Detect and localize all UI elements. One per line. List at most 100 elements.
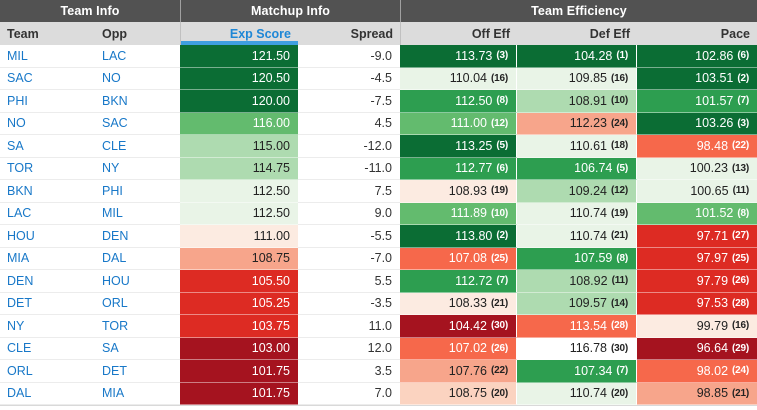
column-header-off-eff[interactable]: Off Eff [400, 22, 517, 45]
off-eff-cell: 113.80 (2) [400, 225, 517, 248]
eff-rank: (30) [491, 320, 508, 332]
team-link[interactable]: ORL [0, 360, 95, 383]
team-link[interactable]: CLE [0, 337, 95, 360]
off-eff-cell: 108.75 (20) [400, 382, 517, 405]
eff-rank: (2) [496, 230, 508, 242]
spread-cell: 7.0 [298, 382, 400, 405]
eff-rank: (20) [611, 387, 628, 399]
eff-value: 109.57 [568, 296, 608, 311]
pace-cell: 98.02 (24) [637, 360, 757, 383]
eff-rank: (11) [732, 185, 750, 197]
eff-rank: (3) [737, 117, 749, 129]
eff-value: 100.65 [690, 183, 729, 198]
team-link[interactable]: MIA [0, 247, 95, 270]
opp-link[interactable]: PHI [95, 180, 180, 203]
team-link[interactable]: MIL [0, 45, 95, 68]
off-eff-cell: 113.25 (5) [400, 135, 517, 158]
team-link[interactable]: BKN [0, 180, 95, 203]
eff-rank: (28) [732, 297, 749, 309]
opp-link[interactable]: TOR [95, 315, 180, 338]
spread-cell: 9.0 [298, 202, 400, 225]
opp-link[interactable]: CLE [95, 135, 180, 158]
eff-rank: (16) [732, 320, 749, 332]
eff-value: 110.74 [569, 386, 608, 401]
eff-rank: (12) [611, 185, 628, 197]
team-link[interactable]: SA [0, 135, 95, 158]
column-header-def-eff[interactable]: Def Eff [517, 22, 637, 45]
team-link[interactable]: DEN [0, 270, 95, 293]
exp-score-cell: 116.00 [180, 112, 298, 135]
spread-cell: 11.0 [298, 315, 400, 338]
eff-rank: (8) [616, 252, 628, 264]
column-header-opp[interactable]: Opp [95, 22, 180, 45]
def-eff-cell: 110.61 (18) [517, 135, 637, 158]
eff-value: 104.42 [448, 318, 488, 333]
off-eff-cell: 107.08 (25) [400, 247, 517, 270]
eff-value: 107.76 [448, 363, 488, 378]
opp-link[interactable]: NO [95, 67, 180, 90]
opp-link[interactable]: DEN [95, 225, 180, 248]
eff-value: 112.77 [455, 161, 493, 176]
group-header-team-efficiency: Team Efficiency [400, 0, 757, 22]
pace-cell: 100.23 (13) [637, 157, 757, 180]
spread-cell: 12.0 [298, 337, 400, 360]
pace-cell: 97.71 (27) [637, 225, 757, 248]
eff-value: 98.02 [696, 363, 729, 378]
opp-link[interactable]: SA [95, 337, 180, 360]
eff-value: 103.26 [695, 116, 734, 131]
team-link[interactable]: NY [0, 315, 95, 338]
team-link[interactable]: TOR [0, 157, 95, 180]
spread-cell: -7.0 [298, 247, 400, 270]
eff-value: 113.73 [455, 48, 493, 63]
team-link[interactable]: SAC [0, 67, 95, 90]
team-link[interactable]: DAL [0, 382, 95, 405]
eff-value: 116.78 [569, 341, 608, 356]
eff-value: 107.08 [448, 251, 488, 266]
off-eff-cell: 104.42 (30) [400, 315, 517, 338]
opp-link[interactable]: BKN [95, 90, 180, 113]
spread-cell: -11.0 [298, 157, 400, 180]
eff-rank: (6) [737, 50, 749, 62]
team-link[interactable]: DET [0, 292, 95, 315]
eff-value: 102.86 [695, 48, 734, 63]
pace-cell: 101.57 (7) [637, 90, 757, 113]
team-link[interactable]: HOU [0, 225, 95, 248]
eff-value: 98.48 [696, 138, 729, 153]
opp-link[interactable]: DET [95, 360, 180, 383]
exp-score-cell: 114.75 [180, 157, 298, 180]
column-header-team[interactable]: Team [0, 22, 95, 45]
off-eff-cell: 111.89 (10) [400, 202, 517, 225]
eff-rank: (25) [491, 252, 508, 264]
pace-cell: 98.48 (22) [637, 135, 757, 158]
def-eff-cell: 107.34 (7) [517, 360, 637, 383]
opp-link[interactable]: MIA [95, 382, 180, 405]
eff-value: 113.25 [455, 138, 493, 153]
team-link[interactable]: PHI [0, 90, 95, 113]
eff-rank: (6) [496, 162, 508, 174]
eff-rank: (20) [491, 387, 508, 399]
eff-value: 109.85 [568, 71, 608, 86]
opp-link[interactable]: HOU [95, 270, 180, 293]
opp-link[interactable]: LAC [95, 45, 180, 68]
def-eff-cell: 112.23 (24) [517, 112, 637, 135]
eff-rank: (7) [737, 95, 749, 107]
opp-link[interactable]: SAC [95, 112, 180, 135]
opp-link[interactable]: MIL [95, 202, 180, 225]
eff-rank: (29) [732, 342, 749, 354]
off-eff-cell: 107.02 (26) [400, 337, 517, 360]
eff-rank: (1) [616, 50, 628, 62]
opp-link[interactable]: DAL [95, 247, 180, 270]
eff-value: 110.61 [569, 138, 608, 153]
eff-value: 110.74 [569, 206, 608, 221]
column-header-spread[interactable]: Spread [298, 22, 400, 45]
def-eff-cell: 113.54 (28) [517, 315, 637, 338]
team-link[interactable]: LAC [0, 202, 95, 225]
team-link[interactable]: NO [0, 112, 95, 135]
opp-link[interactable]: ORL [95, 292, 180, 315]
opp-link[interactable]: NY [95, 157, 180, 180]
column-header-exp-score[interactable]: Exp Score [180, 22, 298, 45]
column-header-pace[interactable]: Pace [637, 22, 757, 45]
eff-value: 101.52 [695, 206, 734, 221]
eff-rank: (22) [491, 365, 508, 377]
